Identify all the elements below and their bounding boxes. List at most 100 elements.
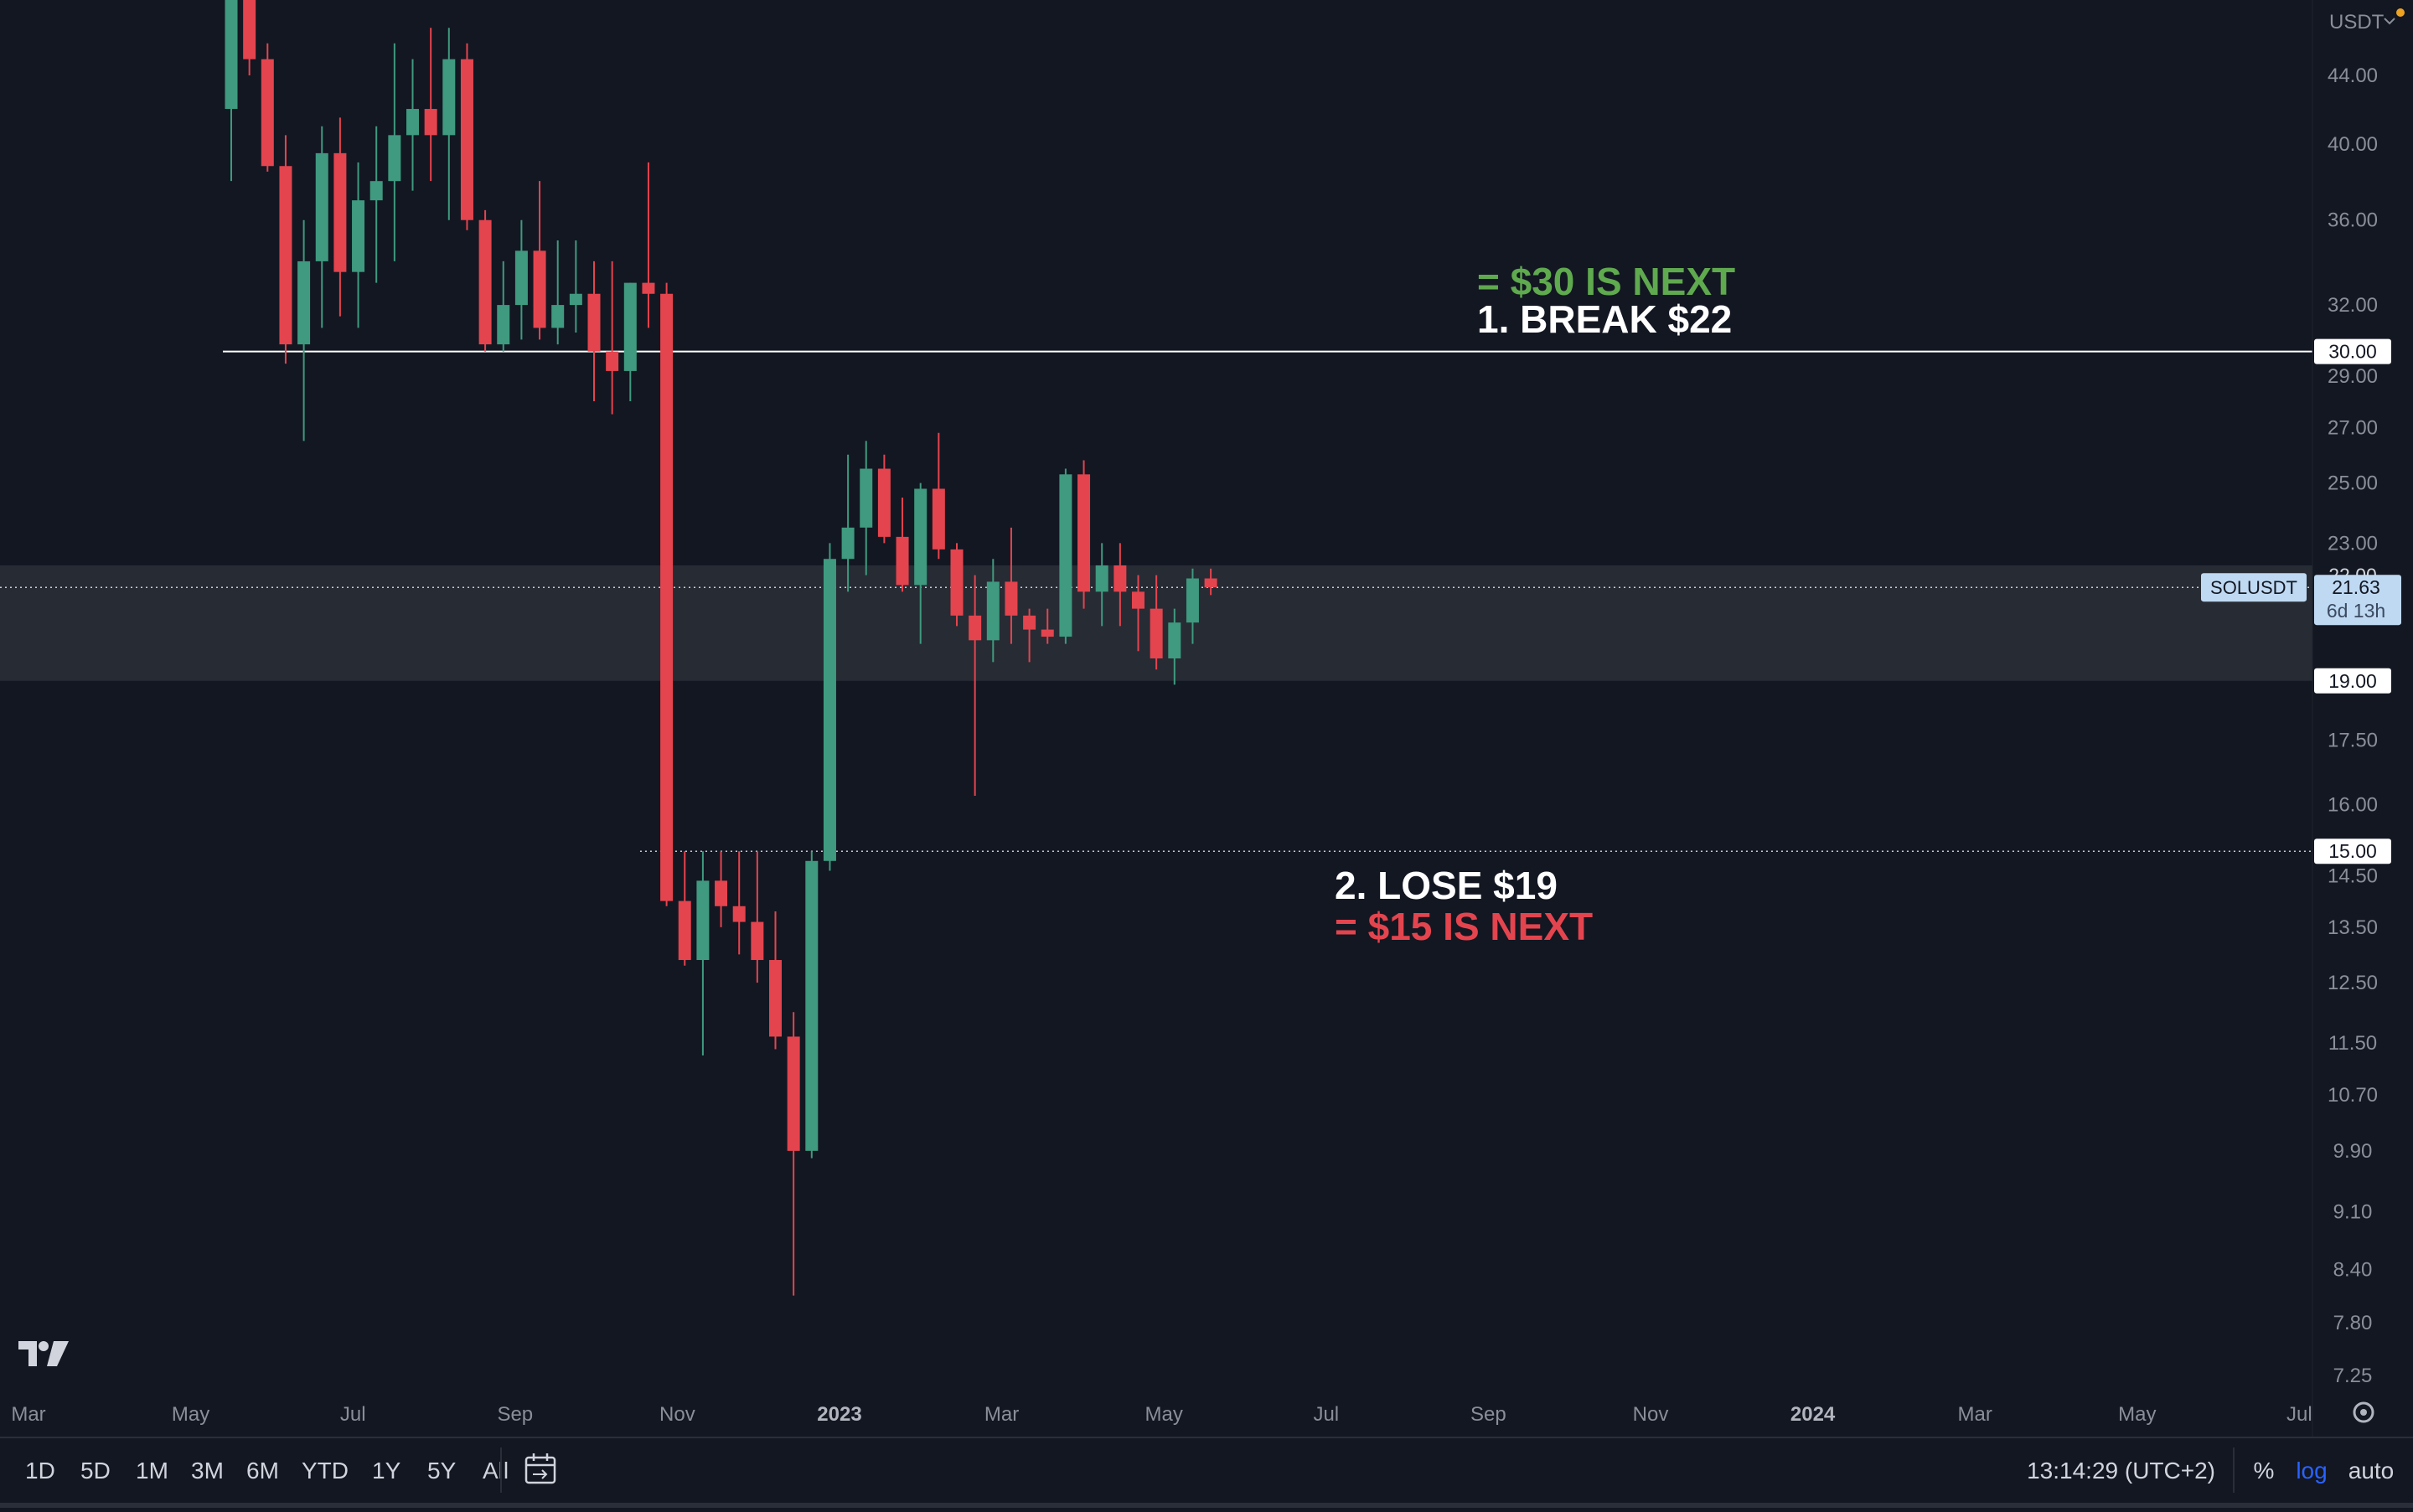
log-scale-toggle[interactable]: log [2296, 1458, 2327, 1484]
candle [1059, 468, 1072, 644]
range-button-1y[interactable]: 1Y [372, 1458, 401, 1484]
candle-body [315, 152, 328, 261]
price-tick-label: 10.70 [2328, 1084, 2378, 1107]
annotation-red-line: = $15 IS NEXT [1335, 905, 1593, 948]
time-tick-label: 2024 [1790, 1403, 1836, 1426]
range-button-1m[interactable]: 1M [136, 1458, 168, 1484]
range-button-5d[interactable]: 5D [80, 1458, 111, 1484]
candle-body [569, 293, 582, 306]
candle [732, 851, 746, 955]
candle [587, 261, 601, 402]
price-tick-label: 17.50 [2328, 730, 2378, 752]
candle [1150, 575, 1163, 670]
candle [243, 0, 256, 75]
range-button-6m[interactable]: 6M [246, 1458, 279, 1484]
candle [769, 911, 782, 1050]
candle [787, 1012, 800, 1296]
percent-scale-toggle[interactable]: % [2254, 1458, 2275, 1484]
candle [715, 851, 728, 927]
candle [406, 59, 419, 191]
range-button-all[interactable]: All [483, 1458, 509, 1484]
range-button-ytd[interactable]: YTD [302, 1458, 349, 1484]
candle [388, 43, 401, 261]
annotation-lose-line: 2. LOSE $19 [1335, 864, 1558, 907]
candle [932, 432, 945, 560]
candle-body [642, 282, 655, 294]
candle-body [551, 305, 565, 328]
candle [1204, 568, 1217, 596]
candle [279, 135, 292, 364]
candle-body [442, 59, 456, 136]
candle [1005, 527, 1018, 644]
candle-body [1041, 629, 1054, 637]
price-tick-label: 23.00 [2328, 532, 2378, 555]
candle [424, 28, 437, 182]
candle [442, 28, 456, 220]
last-price-label: 21.63 [2332, 576, 2380, 598]
candle-body [478, 219, 492, 345]
candle [623, 282, 637, 402]
candle [660, 282, 674, 906]
candle-body [606, 351, 619, 371]
time-tick-label: Sep [1470, 1403, 1506, 1426]
currency-label[interactable]: USDT [2329, 11, 2385, 34]
candle-body [388, 135, 401, 182]
candle [478, 209, 492, 352]
candle-body [514, 250, 528, 306]
candle-body [460, 59, 473, 220]
candle [751, 851, 764, 983]
countdown-label: 6d 13h [2327, 600, 2385, 622]
candle [352, 162, 365, 328]
clock-label[interactable]: 13:14:29 (UTC+2) [2027, 1458, 2215, 1484]
level-30-price-label: 30.00 [2328, 341, 2377, 363]
price-axis[interactable]: 44.00 40.00 36.00 32.00 29.00 27.00 25.00 23.00… [2328, 65, 2378, 1387]
range-button-5y[interactable]: 5Y [427, 1458, 457, 1484]
label-15-box: 15.00 [2314, 839, 2391, 864]
candle [1023, 608, 1036, 663]
time-tick-label: Mar [11, 1403, 45, 1426]
candle [1113, 543, 1127, 627]
candle-body [877, 468, 891, 537]
bottom-strip [0, 1503, 2413, 1508]
price-tick-label: 40.00 [2328, 133, 2378, 156]
candle-body [424, 109, 437, 136]
axis-settings-gear-icon[interactable] [2353, 1401, 2374, 1423]
candle [950, 543, 964, 627]
goto-date-calendar-icon[interactable] [524, 1453, 556, 1484]
range-button-3m[interactable]: 3M [191, 1458, 224, 1484]
candle [1041, 608, 1054, 644]
candle-body [333, 152, 347, 272]
price-tick-label: 32.00 [2328, 294, 2378, 317]
price-tick-label: 8.40 [2333, 1258, 2373, 1281]
candle [1186, 568, 1199, 644]
auto-scale-toggle[interactable]: auto [2348, 1458, 2395, 1484]
time-axis[interactable]: Mar May Jul Sep Nov 2023 Mar May Jul Sep Nov 2024 Ma… [11, 1403, 2312, 1426]
candle-body [751, 921, 764, 961]
candle [225, 0, 238, 182]
price-tick-label: 13.50 [2328, 916, 2378, 939]
candle-body [297, 261, 311, 345]
currency-chevron-down-icon[interactable] [2384, 18, 2395, 25]
candle [533, 181, 546, 340]
candle-body [623, 282, 637, 371]
candle-body [369, 181, 383, 201]
candle [1077, 460, 1091, 609]
label-30-box: 30.00 [2314, 338, 2391, 364]
last-price-badge[interactable]: 21.63 6d 13h [2314, 575, 2401, 626]
candle [1132, 575, 1144, 652]
symbol-badge[interactable]: SOLUSDT [2201, 573, 2307, 602]
candle-body [1059, 474, 1072, 637]
candle-body [279, 166, 292, 345]
tradingview-logo-icon[interactable] [18, 1341, 69, 1366]
price-tick-label: 44.00 [2328, 65, 2378, 87]
candle-body [950, 549, 964, 616]
range-button-1d[interactable]: 1D [25, 1458, 55, 1484]
annotation-break-line: 1. BREAK $22 [1477, 297, 1732, 341]
candle-body [1023, 615, 1036, 630]
level-15-price-label: 15.00 [2328, 840, 2377, 862]
candle [823, 543, 836, 871]
candle [606, 261, 619, 415]
time-tick-label: 2023 [817, 1403, 861, 1426]
